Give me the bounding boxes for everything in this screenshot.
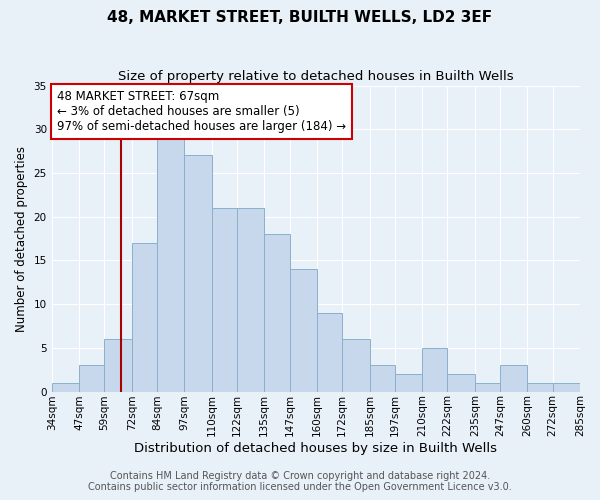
Bar bbox=[317, 313, 342, 392]
Bar bbox=[184, 156, 212, 392]
Bar bbox=[52, 383, 79, 392]
Bar bbox=[527, 383, 553, 392]
Bar bbox=[290, 269, 317, 392]
Bar bbox=[422, 348, 448, 392]
Bar bbox=[264, 234, 290, 392]
Bar bbox=[237, 208, 264, 392]
Bar bbox=[104, 339, 131, 392]
Bar bbox=[475, 383, 500, 392]
Bar bbox=[500, 366, 527, 392]
Bar bbox=[212, 208, 237, 392]
Text: 48, MARKET STREET, BUILTH WELLS, LD2 3EF: 48, MARKET STREET, BUILTH WELLS, LD2 3EF bbox=[107, 10, 493, 25]
Bar bbox=[157, 138, 184, 392]
Bar bbox=[448, 374, 475, 392]
Text: 48 MARKET STREET: 67sqm
← 3% of detached houses are smaller (5)
97% of semi-deta: 48 MARKET STREET: 67sqm ← 3% of detached… bbox=[57, 90, 346, 133]
Y-axis label: Number of detached properties: Number of detached properties bbox=[15, 146, 28, 332]
Bar bbox=[79, 366, 104, 392]
Bar bbox=[342, 339, 370, 392]
Bar bbox=[370, 366, 395, 392]
Bar bbox=[395, 374, 422, 392]
Title: Size of property relative to detached houses in Builth Wells: Size of property relative to detached ho… bbox=[118, 70, 514, 83]
Bar bbox=[553, 383, 580, 392]
X-axis label: Distribution of detached houses by size in Builth Wells: Distribution of detached houses by size … bbox=[134, 442, 497, 455]
Text: Contains HM Land Registry data © Crown copyright and database right 2024.
Contai: Contains HM Land Registry data © Crown c… bbox=[88, 471, 512, 492]
Bar bbox=[131, 243, 157, 392]
